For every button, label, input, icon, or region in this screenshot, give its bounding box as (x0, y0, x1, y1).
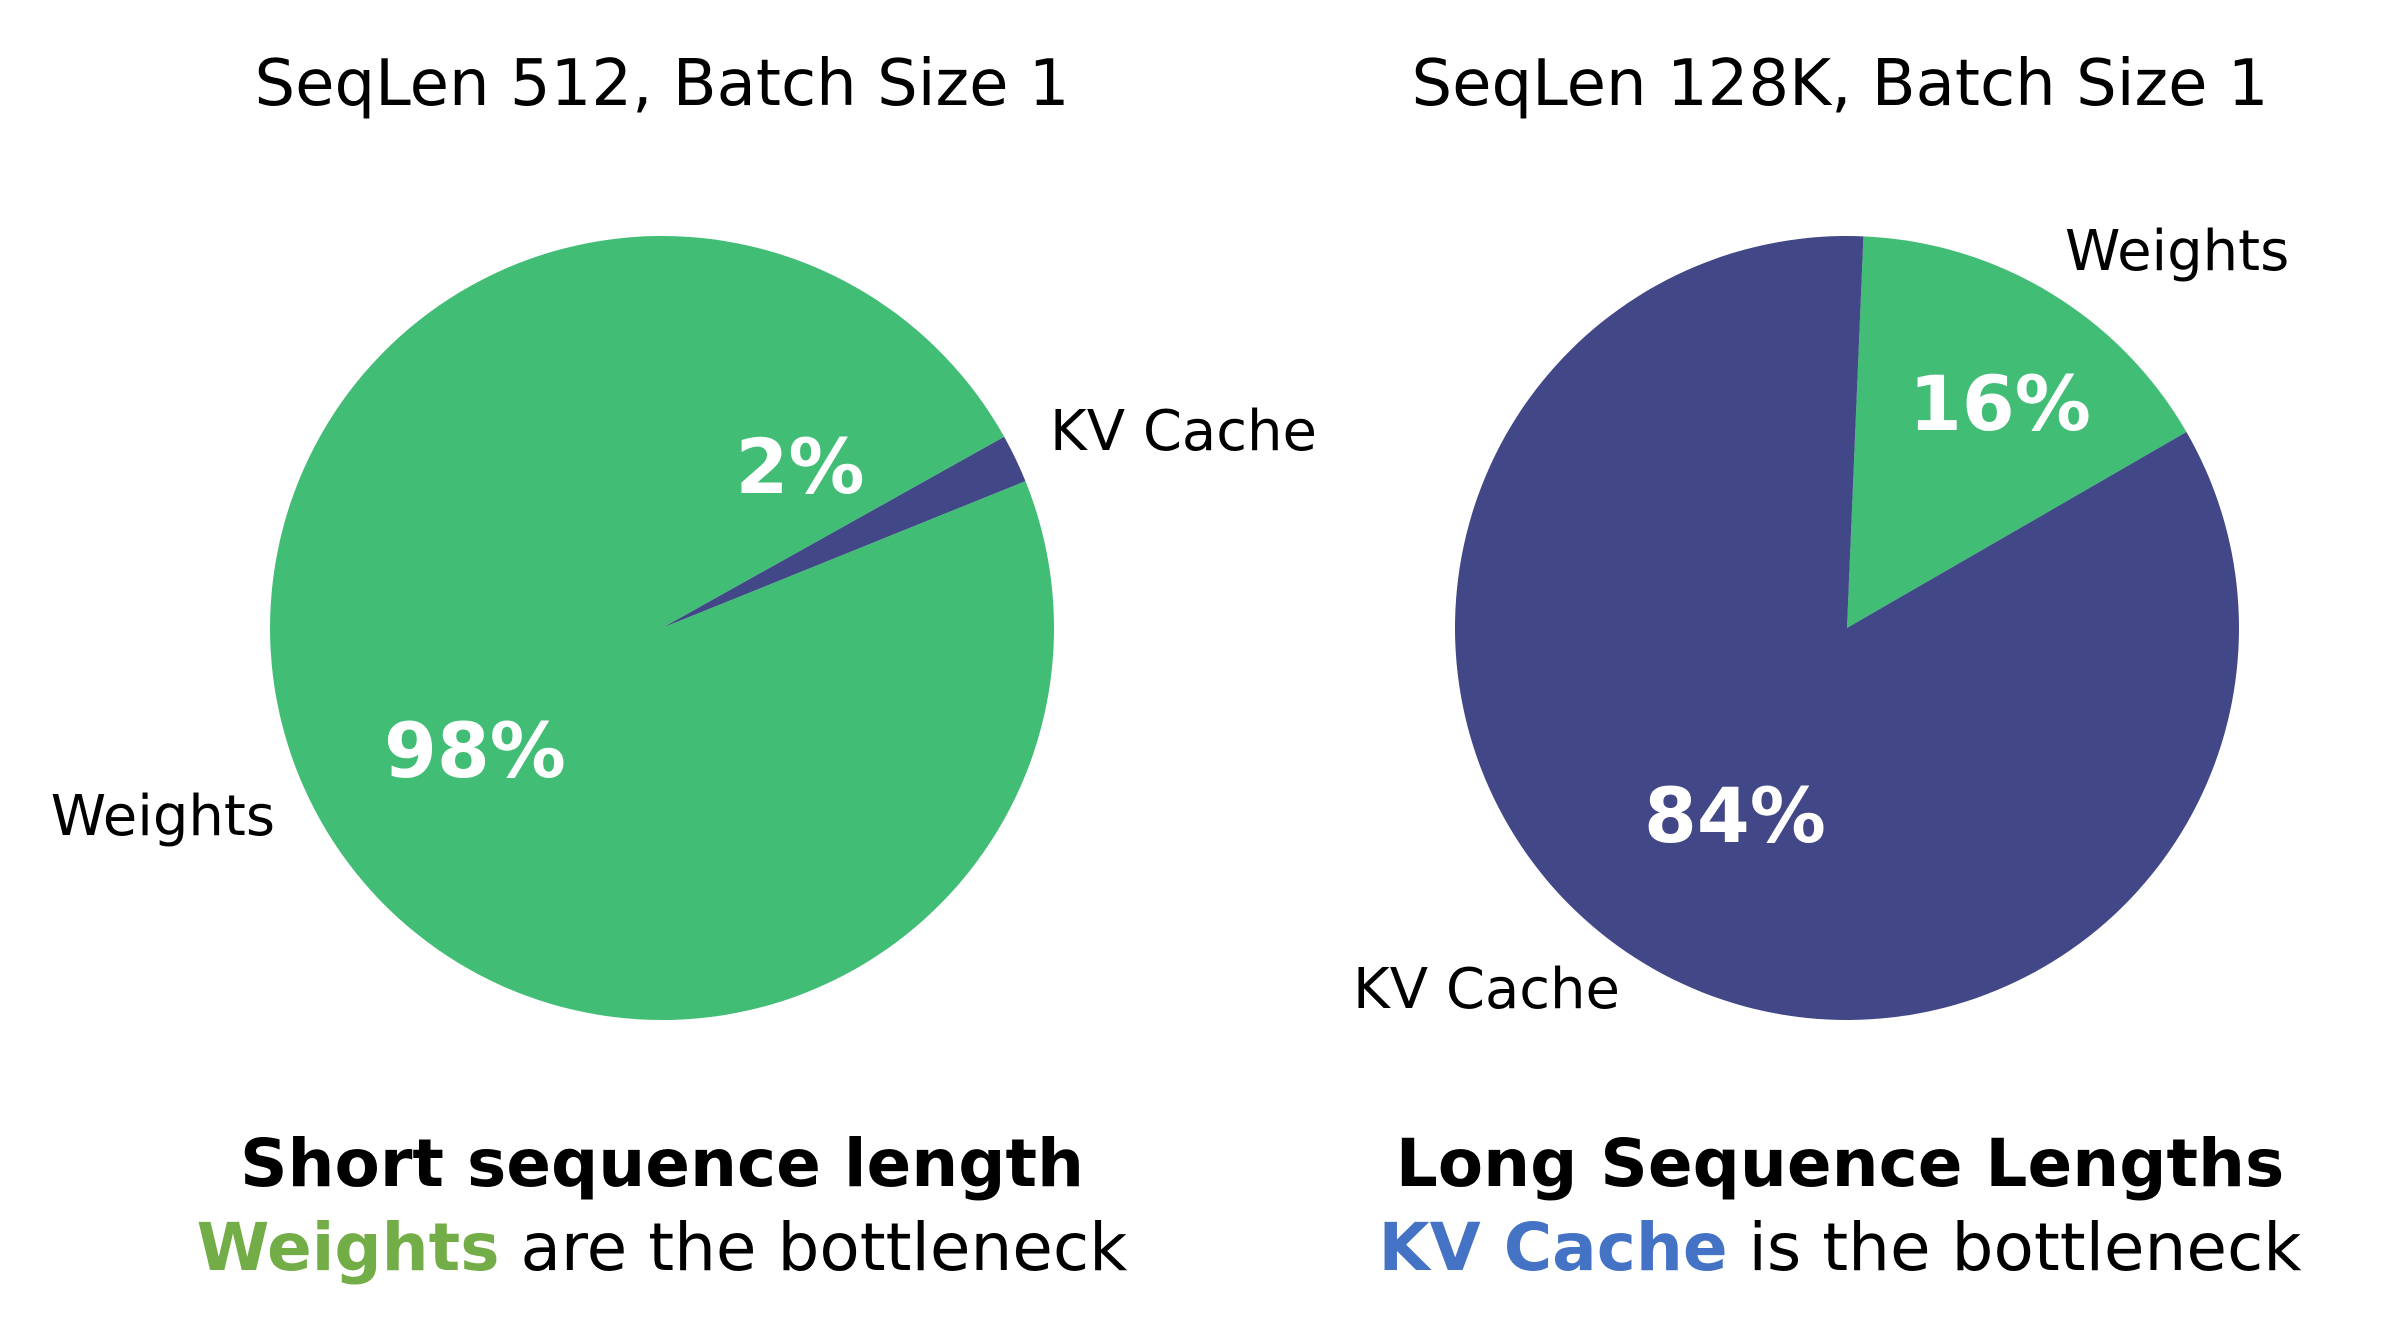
chart-title-left: SeqLen 512, Batch Size 1 (254, 47, 1069, 121)
chart-title-right: SeqLen 128K, Batch Size 1 (1412, 47, 2269, 121)
caption-right: Long Sequence Lengths KV Cache is the bo… (1240, 1122, 2400, 1290)
caption-rest-left: are the bottleneck (499, 1209, 1128, 1286)
pie-chart-right: SeqLen 128K, Batch Size 1 16% 84% Weight… (1353, 47, 2289, 1022)
caption-highlight-weights: Weights (196, 1209, 500, 1286)
pie-slice-kv-cache-left (662, 436, 1026, 628)
slice-label-kv-cache-left: KV Cache (1050, 399, 1317, 464)
caption-headline-left: Short sequence length (240, 1125, 1084, 1202)
pie-slice-kv-cache-right (1454, 235, 2239, 1020)
pie-chart-left: SeqLen 512, Batch Size 1 2% 98% KV Cache… (51, 47, 1317, 1021)
slice-label-weights-right: Weights (2065, 219, 2289, 284)
pie-slice-weights-right (1847, 236, 2187, 628)
caption-rest-right: is the bottleneck (1727, 1209, 2302, 1286)
slice-percent-kv-cache-right: 84% (1644, 771, 1826, 860)
caption-line-right: KV Cache is the bottleneck (1240, 1206, 2400, 1290)
slice-percent-kv-cache-left: 2% (735, 422, 864, 511)
slice-percent-weights-right: 16% (1909, 359, 2091, 448)
pie-slice-weights-left (270, 236, 1055, 1021)
caption-line-left: Weights are the bottleneck (62, 1206, 1262, 1290)
slice-percent-weights-left: 98% (384, 706, 566, 795)
slice-label-kv-cache-right: KV Cache (1353, 957, 1620, 1022)
caption-left: Short sequence length Weights are the bo… (62, 1122, 1262, 1290)
slice-label-weights-left: Weights (51, 784, 275, 849)
caption-headline-right: Long Sequence Lengths (1395, 1125, 2285, 1202)
caption-highlight-kv-cache: KV Cache (1378, 1209, 1728, 1286)
